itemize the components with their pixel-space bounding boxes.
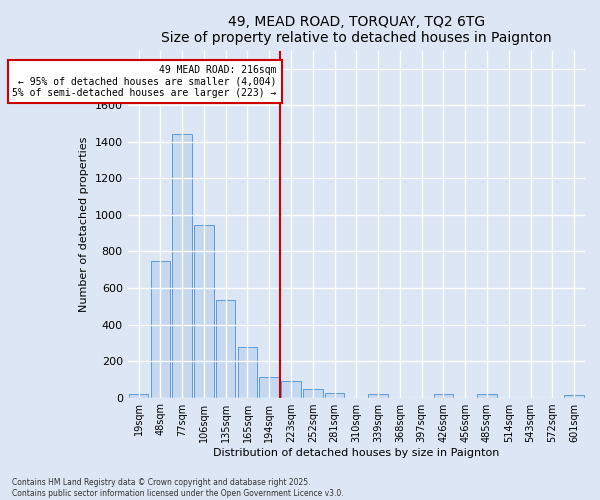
Text: 49 MEAD ROAD: 216sqm
← 95% of detached houses are smaller (4,004)
5% of semi-det: 49 MEAD ROAD: 216sqm ← 95% of detached h… <box>13 65 277 98</box>
Bar <box>325 393 344 398</box>
Title: 49, MEAD ROAD, TORQUAY, TQ2 6TG
Size of property relative to detached houses in : 49, MEAD ROAD, TORQUAY, TQ2 6TG Size of … <box>161 15 551 45</box>
Y-axis label: Number of detached properties: Number of detached properties <box>79 136 89 312</box>
Bar <box>565 396 584 398</box>
Bar <box>129 394 148 398</box>
Bar <box>477 394 497 398</box>
Bar <box>303 390 323 398</box>
Bar <box>216 300 235 398</box>
Bar <box>281 381 301 398</box>
Bar <box>368 394 388 398</box>
Bar <box>259 376 279 398</box>
Bar <box>172 134 192 398</box>
X-axis label: Distribution of detached houses by size in Paignton: Distribution of detached houses by size … <box>213 448 500 458</box>
Bar <box>434 394 453 398</box>
Bar <box>194 225 214 398</box>
Bar <box>238 348 257 398</box>
Bar <box>151 261 170 398</box>
Text: Contains HM Land Registry data © Crown copyright and database right 2025.
Contai: Contains HM Land Registry data © Crown c… <box>12 478 344 498</box>
